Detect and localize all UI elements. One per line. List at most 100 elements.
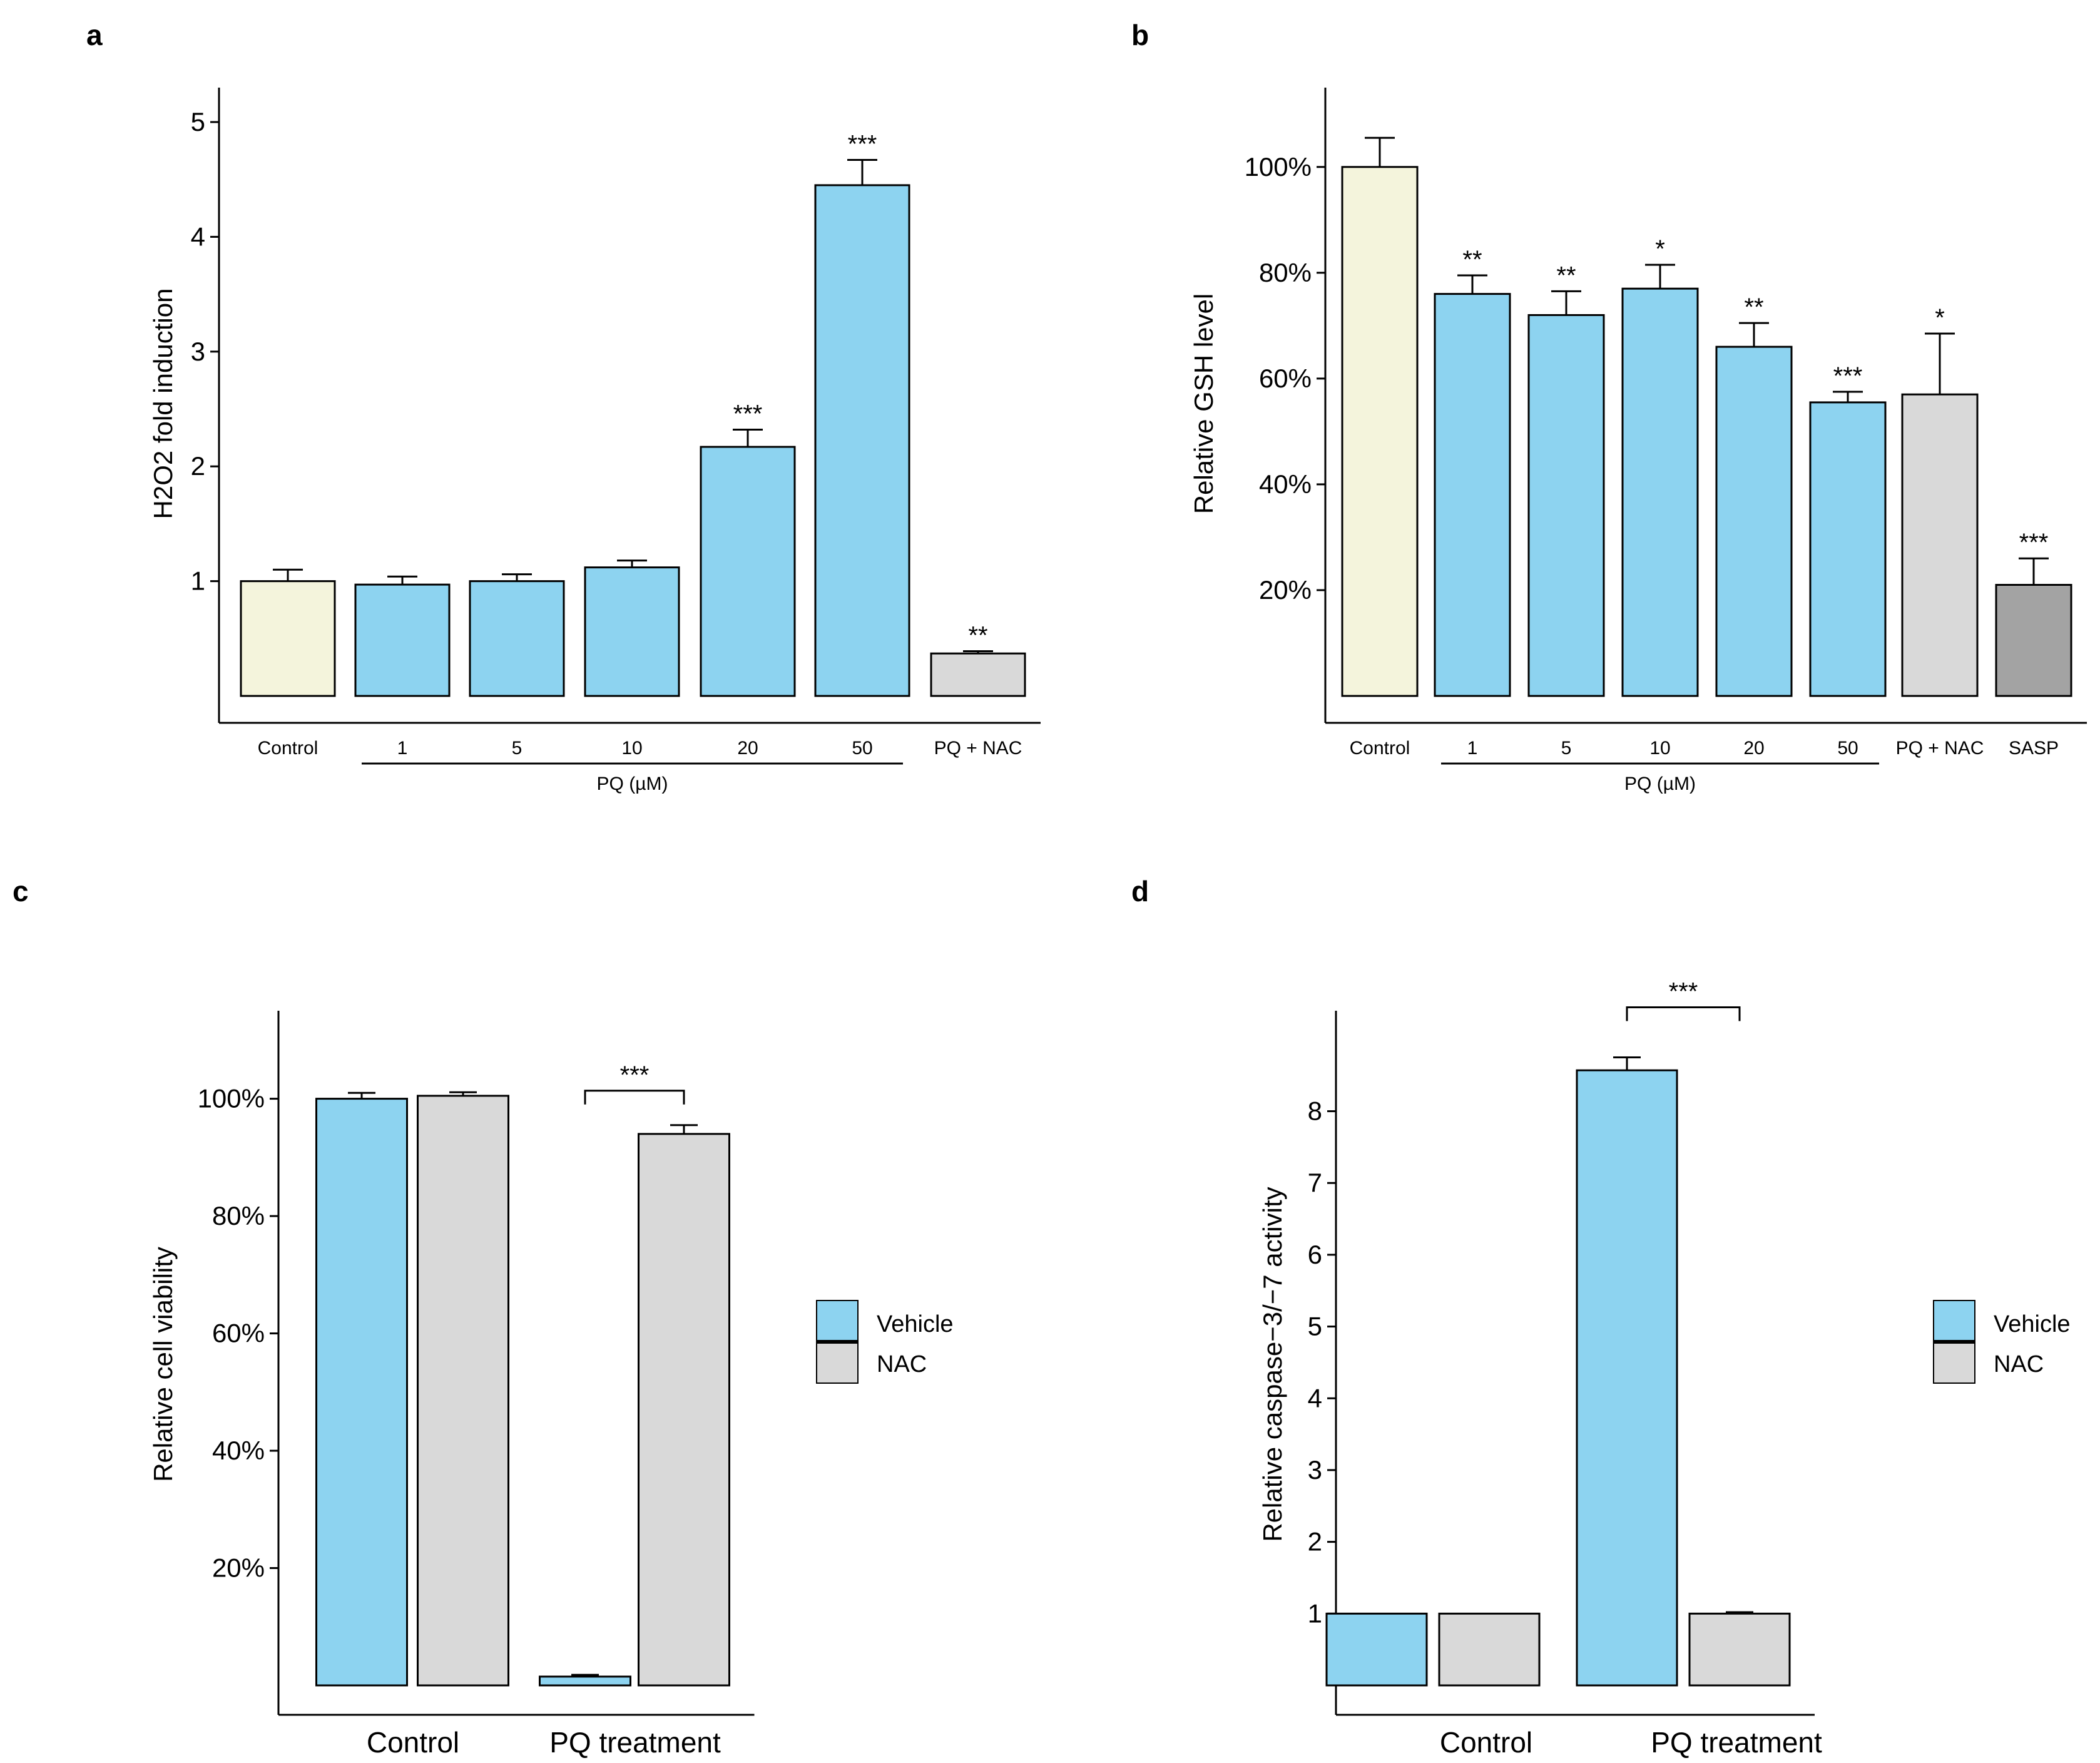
x-tick-label: PQ + NAC (1896, 738, 1984, 759)
significance-label: *** (1669, 978, 1698, 1006)
x-tick-label: PQ treatment (549, 1726, 721, 1759)
y-tick-label: 60% (1259, 364, 1312, 393)
bar-vehicle-pq-treatment (1576, 1069, 1678, 1687)
bar-nac-pq-treatment (638, 1133, 730, 1687)
bar-vehicle-control (1325, 1612, 1428, 1687)
x-tick-label: Control (1350, 738, 1410, 759)
bar-vehicle-pq-treatment (539, 1675, 631, 1687)
bar-nac-pq-treatment (1688, 1612, 1791, 1687)
significance-label: ** (1462, 246, 1482, 273)
x-tick-label: PQ + NAC (934, 738, 1022, 759)
group-label: PQ (µM) (1624, 774, 1696, 794)
significance-label: ** (1744, 294, 1763, 321)
legend-swatch-vehicle (816, 1300, 859, 1342)
y-tick-label: 3 (1308, 1455, 1322, 1484)
significance-label: *** (848, 131, 877, 158)
panel-label-d: d (1131, 875, 1149, 907)
significance-label: *** (2019, 529, 2049, 556)
x-tick-label: 50 (852, 738, 872, 759)
bar-1 (1434, 293, 1511, 697)
x-tick-label: 1 (397, 738, 408, 759)
legend: Vehicle NAC (1933, 1300, 2071, 1384)
y-tick-label: 100% (1245, 152, 1312, 181)
x-tick-label: 50 (1837, 738, 1858, 759)
significance-label: ** (968, 621, 987, 649)
bar-sasp (1995, 584, 2072, 697)
bar-nac-control (1438, 1612, 1541, 1687)
x-tick-label: Control (258, 738, 319, 759)
y-tick-label: 3 (191, 337, 205, 366)
panel-label-b: b (1131, 19, 1149, 51)
legend: Vehicle NAC (816, 1300, 954, 1384)
x-tick-label: 1 (1467, 738, 1478, 759)
x-tick-label: Control (367, 1726, 459, 1759)
y-tick-label: 60% (212, 1319, 265, 1348)
significance-label: *** (733, 401, 763, 428)
bar-50 (814, 184, 910, 697)
y-tick-label: 1 (191, 566, 205, 596)
y-tick-label: 2 (191, 451, 205, 481)
y-tick-label: 8 (1308, 1096, 1322, 1126)
bar-10 (1621, 287, 1699, 697)
significance-label: ** (1556, 262, 1576, 289)
panel-label-c: c (13, 875, 29, 907)
bar-20 (1715, 345, 1793, 697)
y-tick-label: 4 (1308, 1383, 1322, 1413)
y-tick-label: 80% (212, 1201, 265, 1230)
y-tick-label: 20% (212, 1553, 265, 1583)
bar-20 (700, 446, 796, 697)
bar-10 (584, 566, 680, 697)
bar-control (240, 580, 336, 697)
y-tick-label: 20% (1259, 575, 1312, 605)
bar-nac-control (417, 1095, 509, 1687)
bar-control (1341, 166, 1419, 697)
bar-1 (354, 583, 451, 697)
bar-vehicle-control (315, 1098, 408, 1687)
bar-5 (1527, 314, 1605, 697)
x-tick-label: 10 (1649, 738, 1670, 759)
y-axis-title: Relative cell viability (148, 1247, 178, 1482)
group-label: PQ (µM) (597, 774, 668, 794)
legend-label-vehicle: Vehicle (877, 1311, 954, 1337)
y-tick-label: 5 (191, 107, 205, 136)
legend-swatch-nac (816, 1341, 859, 1384)
panel-label-a: a (86, 19, 103, 51)
bar-pq-nac (1901, 393, 1979, 697)
y-tick-label: 6 (1308, 1240, 1322, 1269)
y-tick-label: 1 (1308, 1598, 1322, 1628)
chart-panel-b: 20% 40% 60% 80% 100% Relative GSH level Contro… (1189, 88, 2087, 794)
y-tick-label: 100% (198, 1084, 265, 1113)
significance-bracket (584, 1090, 685, 1105)
y-axis-title: Relative caspase−3/−7 activity (1258, 1187, 1287, 1541)
y-tick-label: 5 (1308, 1312, 1322, 1341)
y-tick-label: 40% (212, 1436, 265, 1465)
y-tick-label: 40% (1259, 469, 1312, 499)
chart-panel-c: 20% 40% 60% 80% 100% Relative cell viability C… (148, 1011, 954, 1759)
significance-label: * (1935, 304, 1945, 332)
significance-label: * (1655, 235, 1665, 263)
bar-50 (1809, 401, 1887, 697)
legend-swatch-vehicle (1933, 1300, 1975, 1342)
legend-swatch-nac (1933, 1341, 1975, 1384)
legend-label-nac: NAC (877, 1351, 927, 1377)
x-tick-label: 20 (1743, 738, 1764, 759)
significance-label: *** (1833, 362, 1863, 390)
significance-bracket (1626, 1006, 1741, 1021)
y-axis-title: H2O2 fold induction (148, 289, 178, 519)
x-tick-label: 20 (737, 738, 758, 759)
bar-pq-nac (930, 652, 1026, 697)
x-tick-label: 10 (621, 738, 642, 759)
bar-5 (469, 580, 565, 697)
y-tick-label: 4 (191, 222, 205, 251)
y-tick-label: 2 (1308, 1527, 1322, 1556)
chart-panel-d: 1 2 3 4 5 6 7 8 Relative caspase−3/−7 activity Co… (1258, 978, 2071, 1759)
x-tick-label: PQ treatment (1651, 1726, 1822, 1759)
chart-panel-a: 1 2 3 4 5 H2O2 fold induction Control 1 5 10 *** 20… (148, 88, 1041, 794)
significance-label: *** (620, 1061, 650, 1089)
y-axis-title: Relative GSH level (1189, 294, 1218, 514)
x-tick-label: Control (1440, 1726, 1532, 1759)
legend-label-nac: NAC (1994, 1351, 2044, 1377)
y-tick-label: 80% (1259, 258, 1312, 287)
legend-label-vehicle: Vehicle (1994, 1311, 2071, 1337)
